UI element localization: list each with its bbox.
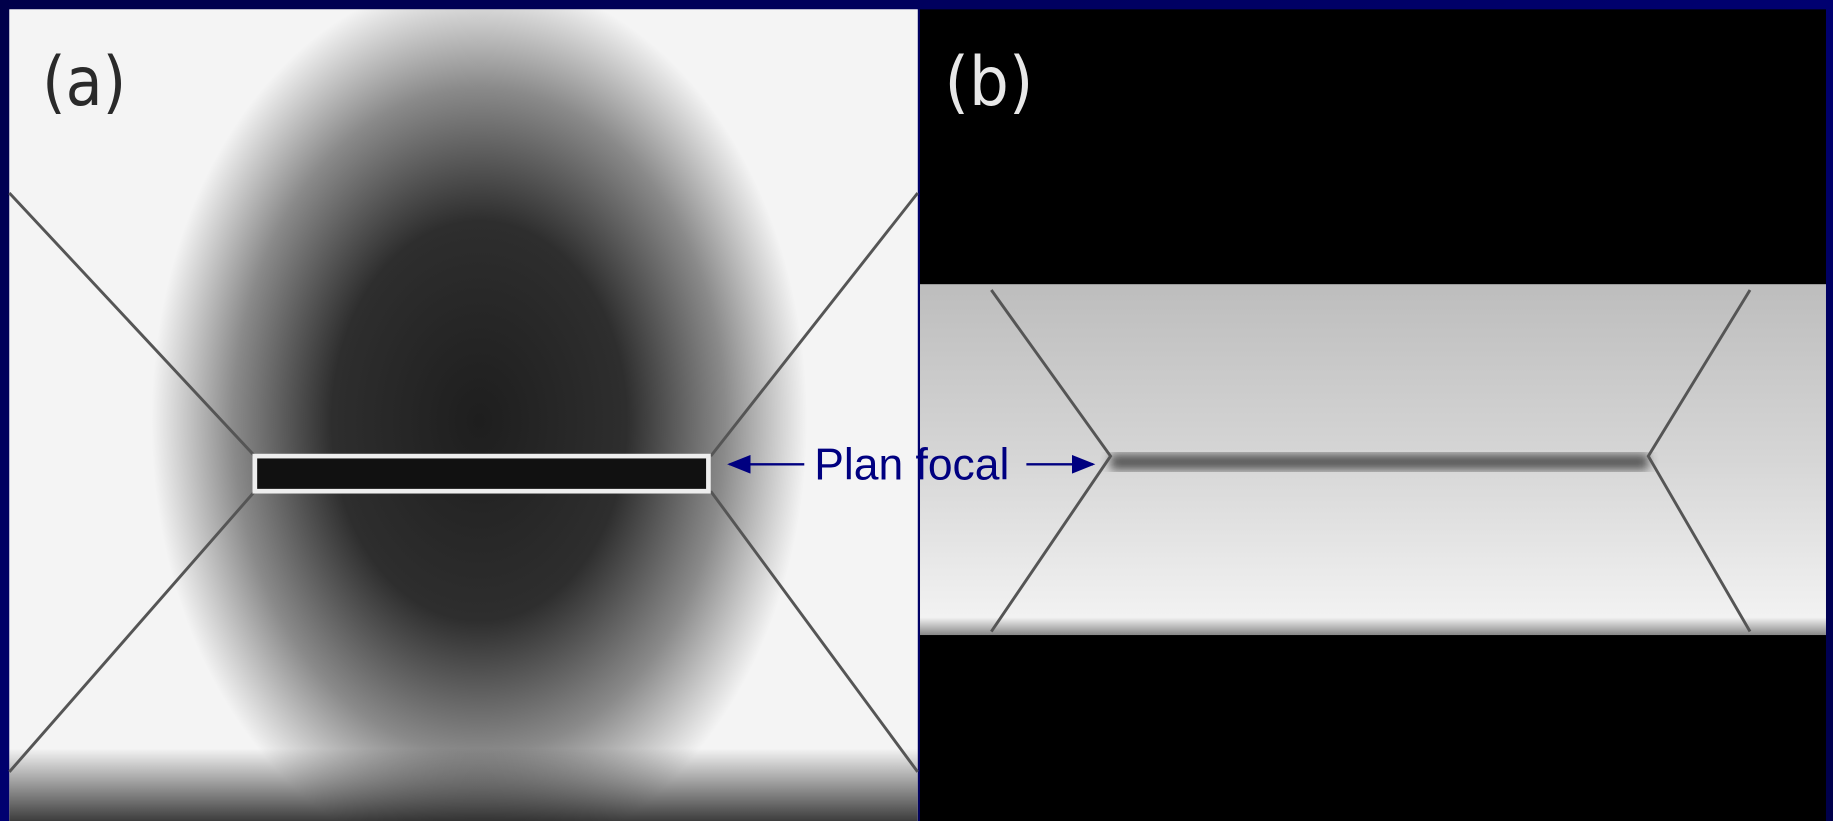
panel-label: (b) <box>945 42 1034 121</box>
annotation-text: Plan focal <box>814 440 1009 489</box>
bottom-shade <box>9 748 917 821</box>
panel-a: (a) <box>9 9 917 821</box>
panel-label: (a) <box>42 42 126 121</box>
focal-box <box>255 456 709 491</box>
slide: (a) (b) Plan focal <box>0 0 1833 821</box>
page: (a) (b) Plan focal (() => { const data =… <box>0 0 1833 821</box>
beam-image <box>9 9 917 821</box>
panel-b: (b) <box>920 9 1826 821</box>
focal-line <box>1111 454 1649 470</box>
